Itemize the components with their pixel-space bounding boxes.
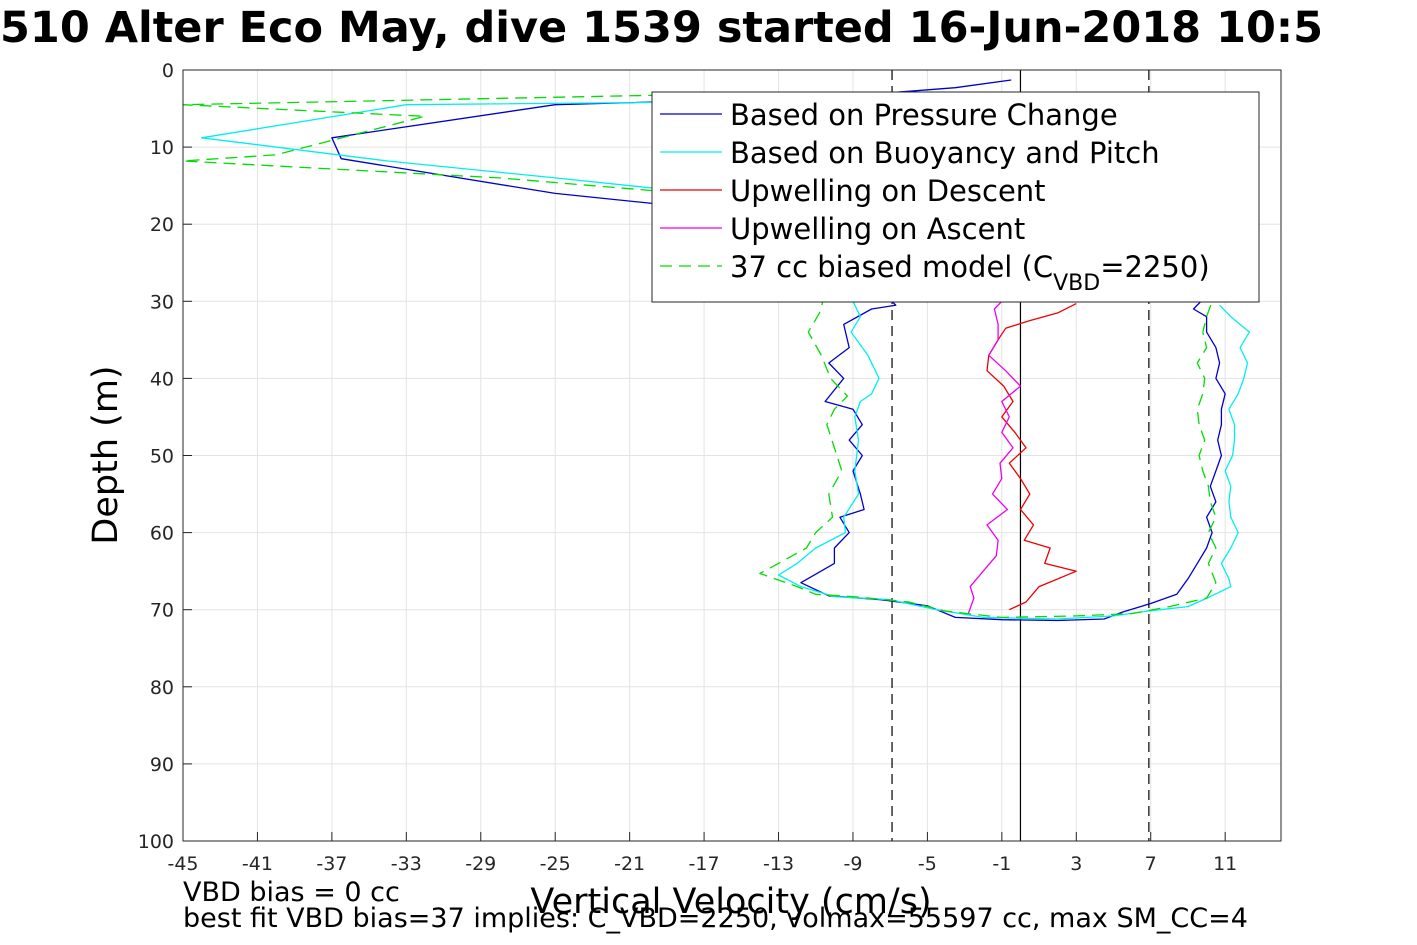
legend-label-buoyancy: Based on Buoyancy and Pitch <box>730 136 1160 170</box>
legend-label-descent: Upwelling on Descent <box>730 174 1046 208</box>
legend: Based on Pressure Change Based on Buoyanc… <box>651 91 1260 303</box>
x-tick-label: -29 <box>465 853 496 875</box>
y-tick-label: 0 <box>162 60 174 82</box>
x-axis-label: Vertical Velocity (cm/s) <box>530 882 931 922</box>
x-tick-label: -17 <box>689 853 720 875</box>
x-tick-label: -41 <box>242 853 273 875</box>
x-tick-label: 3 <box>1070 853 1082 875</box>
y-tick-label: 70 <box>150 600 174 622</box>
series-line-ascent <box>967 300 1022 614</box>
y-tick-label: 10 <box>150 137 174 159</box>
chart-title: 510 Alter Eco May, dive 1539 started 16-… <box>0 3 1324 53</box>
x-tick-label: -1 <box>992 853 1011 875</box>
y-tick-label: 90 <box>150 754 174 776</box>
y-axis-ticks: 0 10 20 30 40 50 60 70 80 90 100 <box>138 60 192 853</box>
bias-note: VBD bias = 0 cc <box>183 877 400 908</box>
x-tick-label: -9 <box>843 853 862 875</box>
y-tick-label: 40 <box>150 368 174 390</box>
y-tick-label: 20 <box>150 214 174 236</box>
x-tick-label: -5 <box>918 853 937 875</box>
y-axis-label: Depth (m) <box>86 365 126 544</box>
legend-label-pressure: Based on Pressure Change <box>730 98 1118 132</box>
legend-box <box>651 91 1260 303</box>
x-tick-label: -25 <box>540 853 571 875</box>
x-tick-label: 11 <box>1213 853 1237 875</box>
series-line-descent <box>986 303 1077 611</box>
y-tick-label: 60 <box>150 523 174 545</box>
y-tick-label: 100 <box>138 831 174 853</box>
x-tick-label: 7 <box>1145 853 1157 875</box>
x-tick-label: -45 <box>167 853 198 875</box>
best-fit-note: best fit VBD bias=37 implies: C_VBD=2250… <box>183 903 1248 934</box>
y-tick-label: 30 <box>150 291 174 313</box>
x-tick-label: -33 <box>391 853 422 875</box>
legend-label-ascent: Upwelling on Ascent <box>730 212 1025 246</box>
x-tick-label: -21 <box>614 853 645 875</box>
y-tick-label: 80 <box>150 677 174 699</box>
y-tick-label: 50 <box>150 446 174 468</box>
x-tick-label: -13 <box>763 853 794 875</box>
x-axis-ticks: -45 -41 -37 -33 -29 -25 -21 -17 -13 -9 -5 -1 3 7 11 <box>167 832 1237 875</box>
x-tick-label: -37 <box>316 853 347 875</box>
